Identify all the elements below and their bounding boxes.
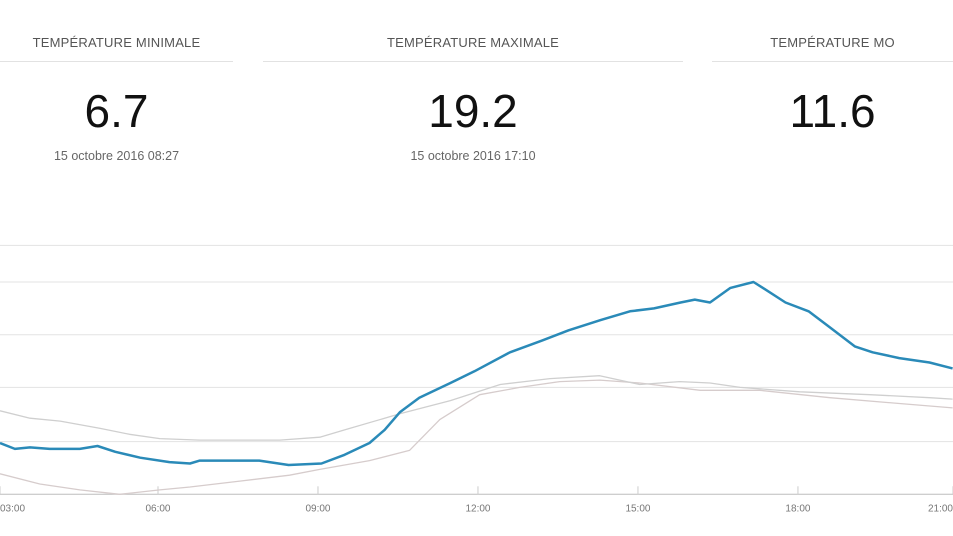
card-value: 19.2 <box>428 85 518 137</box>
card-date: 15 octobre 2016 08:27 <box>53 149 180 163</box>
series-line-1 <box>0 375 953 441</box>
x-tick-label: 03:00 <box>0 503 25 514</box>
x-tick-label: 12:00 <box>465 503 490 514</box>
series-line-0 <box>0 280 953 467</box>
card-value: 6.7 <box>84 85 149 137</box>
max-temperature-card: TEMPÉRATURE MAXIMALE 19.2 15 octobre 201… <box>263 0 683 180</box>
min-temperature-card: TEMPÉRATURE MINIMALE 6.7 15 octobre 2016… <box>0 0 233 180</box>
x-tick-label: 06:00 <box>145 503 170 514</box>
avg-temperature-card: TEMPÉRATURE MO 11.6 <box>712 0 953 180</box>
card-date: 15 octobre 2016 17:10 <box>410 149 536 163</box>
x-tick-label: 09:00 <box>305 503 330 514</box>
divider <box>263 61 683 62</box>
card-title: TEMPÉRATURE MINIMALE <box>32 35 201 50</box>
x-tick-label: 15:00 <box>625 503 650 514</box>
x-tick-label: 21:00 <box>928 503 953 514</box>
x-tick-label: 18:00 <box>785 503 810 514</box>
card-value: 11.6 <box>789 85 876 137</box>
divider <box>712 61 953 62</box>
divider <box>0 61 233 62</box>
card-title: TEMPÉRATURE MAXIMALE <box>386 35 560 50</box>
card-title: TEMPÉRATURE MO <box>770 35 895 50</box>
series-line-2 <box>0 379 953 495</box>
